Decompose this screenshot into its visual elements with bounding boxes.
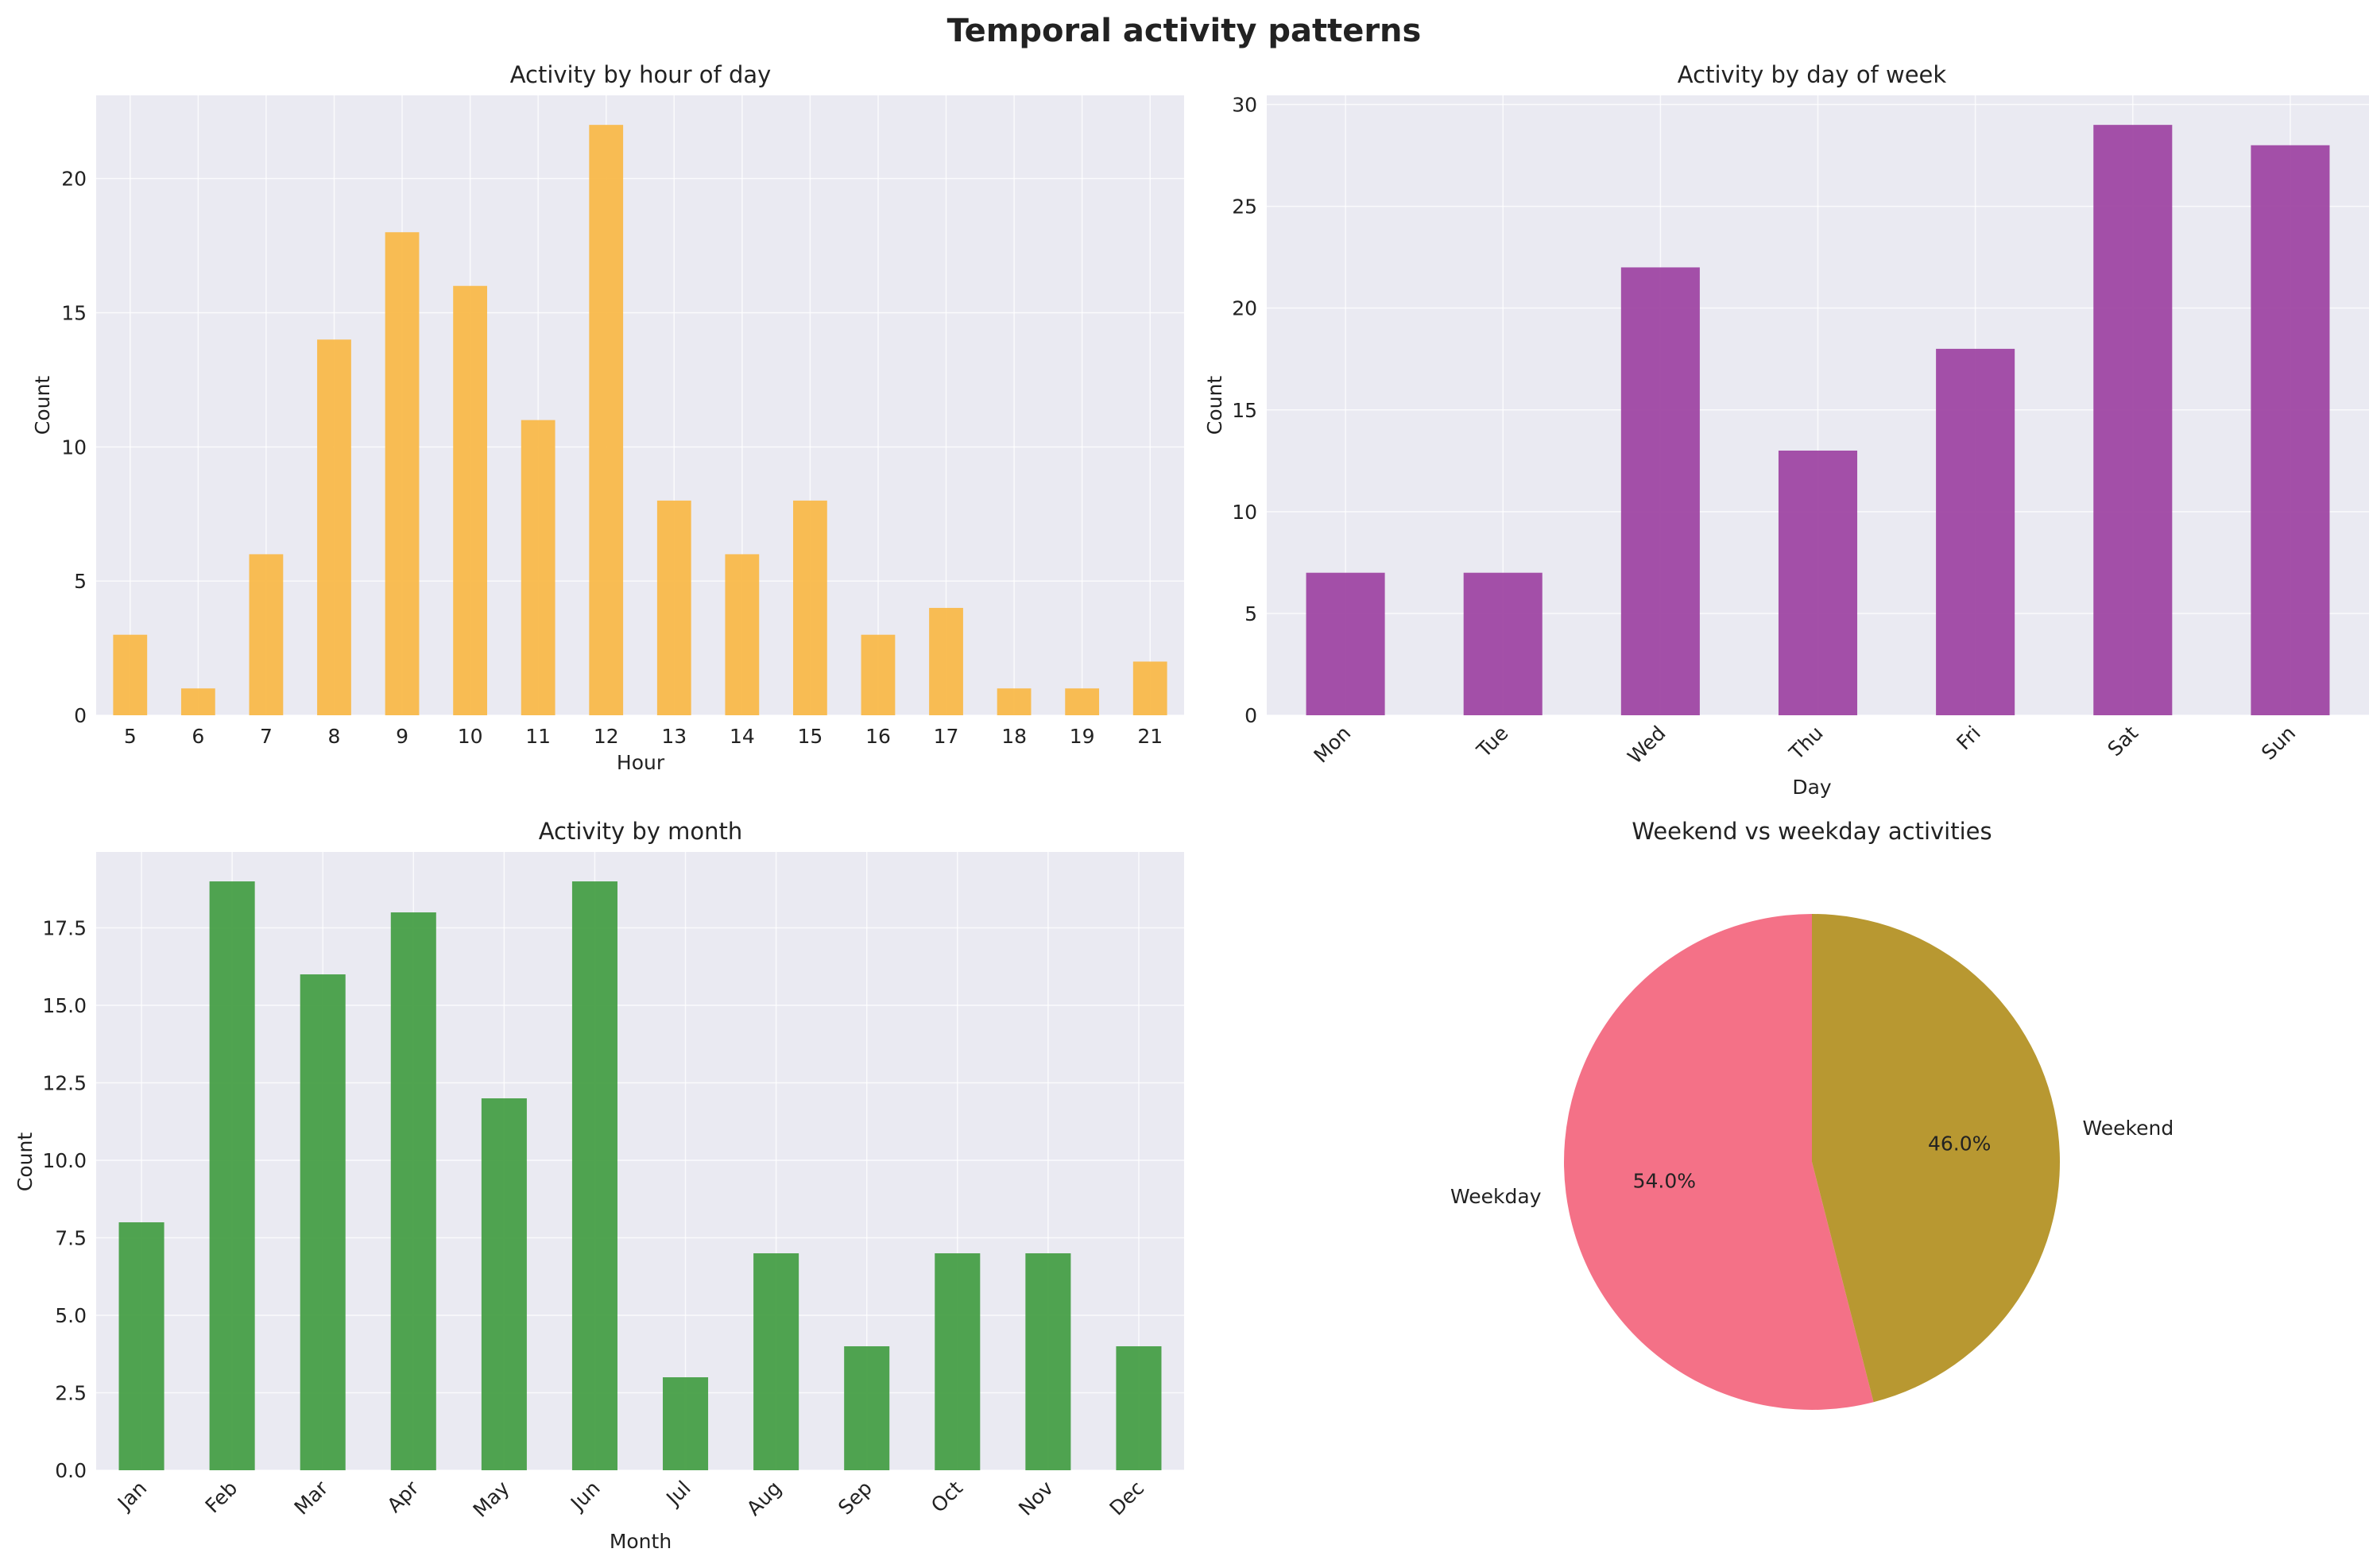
day-chart-xlabel: Day — [1792, 776, 1832, 799]
y-tick-label: 2.5 — [55, 1382, 87, 1405]
x-tick-label: 12 — [594, 725, 619, 748]
bar-Mon — [1306, 572, 1385, 715]
hour-chart-ylabel: Count — [31, 376, 54, 435]
bar-Sep — [844, 1346, 890, 1470]
y-tick-label: 10.0 — [42, 1149, 87, 1172]
x-tick-label: 14 — [730, 725, 755, 748]
bar-Nov — [1025, 1253, 1071, 1470]
x-tick-label: 5 — [124, 725, 137, 748]
x-tick-label: 10 — [458, 725, 483, 748]
y-tick-label: 12.5 — [42, 1072, 87, 1095]
y-tick-label: 7.5 — [55, 1227, 87, 1250]
bar-11 — [521, 420, 555, 715]
bar-Tue — [1463, 572, 1543, 715]
month-chart-ylabel: Count — [14, 1132, 37, 1191]
pie-label-weekday: Weekday — [1450, 1185, 1542, 1208]
pie-label-weekend: Weekend — [2082, 1117, 2174, 1140]
x-tick-label: 19 — [1070, 725, 1095, 748]
y-tick-label: 20 — [61, 168, 87, 191]
hour-chart-xlabel: Hour — [617, 751, 665, 774]
y-tick-label: 15 — [61, 302, 87, 325]
bar-Apr — [390, 912, 436, 1470]
bar-5 — [113, 634, 148, 715]
bar-May — [481, 1098, 527, 1470]
bar-17 — [929, 607, 963, 715]
x-tick-label: 17 — [934, 725, 959, 748]
x-tick-label: 16 — [865, 725, 891, 748]
bar-13 — [656, 500, 691, 715]
bar-Aug — [753, 1253, 799, 1470]
y-tick-label: 5 — [1244, 602, 1257, 625]
bar-Mar — [300, 974, 346, 1470]
y-tick-label: 30 — [1232, 94, 1257, 117]
y-tick-label: 15.0 — [42, 994, 87, 1017]
y-tick-label: 5 — [74, 570, 87, 593]
x-tick-label: 8 — [328, 725, 341, 748]
y-tick-label: 0 — [74, 704, 87, 727]
y-tick-label: 0 — [1244, 704, 1257, 727]
weekend-weekday-pie-chart: Weekday 54.0% Weekend 46.0% Weekend vs weekd… — [1450, 818, 2174, 1410]
bar-Dec — [1116, 1346, 1162, 1470]
bar-16 — [861, 634, 896, 715]
x-tick-label: 13 — [661, 725, 687, 748]
bar-Sun — [2251, 145, 2330, 716]
x-tick-label: 11 — [525, 725, 551, 748]
y-tick-label: 5.0 — [55, 1304, 87, 1327]
x-tick-label: 18 — [1001, 725, 1027, 748]
bar-10 — [453, 285, 487, 716]
bar-6 — [180, 688, 215, 715]
y-tick-label: 0.0 — [55, 1459, 87, 1482]
y-tick-label: 17.5 — [42, 917, 87, 940]
bar-Sat — [2093, 125, 2173, 716]
y-tick-label: 25 — [1232, 196, 1257, 219]
bar-21 — [1132, 661, 1167, 715]
bar-Fri — [1936, 348, 2015, 715]
bar-14 — [725, 554, 760, 715]
x-tick-label: 7 — [260, 725, 273, 748]
x-tick-label: 9 — [396, 725, 408, 748]
bar-Jul — [663, 1377, 709, 1470]
bar-7 — [249, 554, 284, 715]
pie-slice-weekend — [1812, 914, 2061, 1403]
bar-18 — [997, 688, 1032, 715]
x-tick-label: 15 — [798, 725, 823, 748]
month-chart-xlabel: Month — [610, 1530, 672, 1553]
day-chart-ylabel: Count — [1203, 376, 1226, 435]
bar-Feb — [209, 881, 255, 1470]
y-tick-label: 15 — [1232, 399, 1257, 422]
hour-of-day-chart: 0 5 10 15 20 5 6 7 8 9 10 11 12 13 14 15 16 17 18 19 21 Activ… — [31, 61, 1184, 774]
bar-8 — [317, 339, 351, 715]
plot-area — [96, 852, 1184, 1470]
bar-Jun — [571, 881, 617, 1470]
hour-chart-title: Activity by hour of day — [510, 61, 772, 88]
bar-Thu — [1778, 450, 1858, 715]
bar-Wed — [1620, 267, 1700, 715]
day-chart-title: Activity by day of week — [1678, 61, 1947, 88]
month-chart-title: Activity by month — [539, 818, 743, 845]
pie-slice-weekday — [1564, 914, 1874, 1410]
figure-suptitle: Temporal activity patterns — [947, 13, 1422, 49]
x-tick-label: 6 — [192, 725, 204, 748]
y-tick-label: 10 — [1232, 501, 1257, 524]
pie-chart-title: Weekend vs weekday activities — [1632, 818, 1992, 845]
y-tick-label: 10 — [61, 436, 87, 459]
x-tick-label: 21 — [1137, 725, 1163, 748]
pie-pct-weekday: 54.0% — [1633, 1169, 1696, 1192]
bar-Jan — [118, 1222, 165, 1470]
bar-15 — [793, 500, 827, 715]
bar-Oct — [935, 1253, 981, 1470]
bar-12 — [589, 125, 624, 716]
bar-9 — [385, 232, 420, 716]
bar-19 — [1065, 688, 1100, 715]
pie-pct-weekend: 46.0% — [1928, 1132, 1991, 1156]
y-tick-label: 20 — [1232, 297, 1257, 320]
